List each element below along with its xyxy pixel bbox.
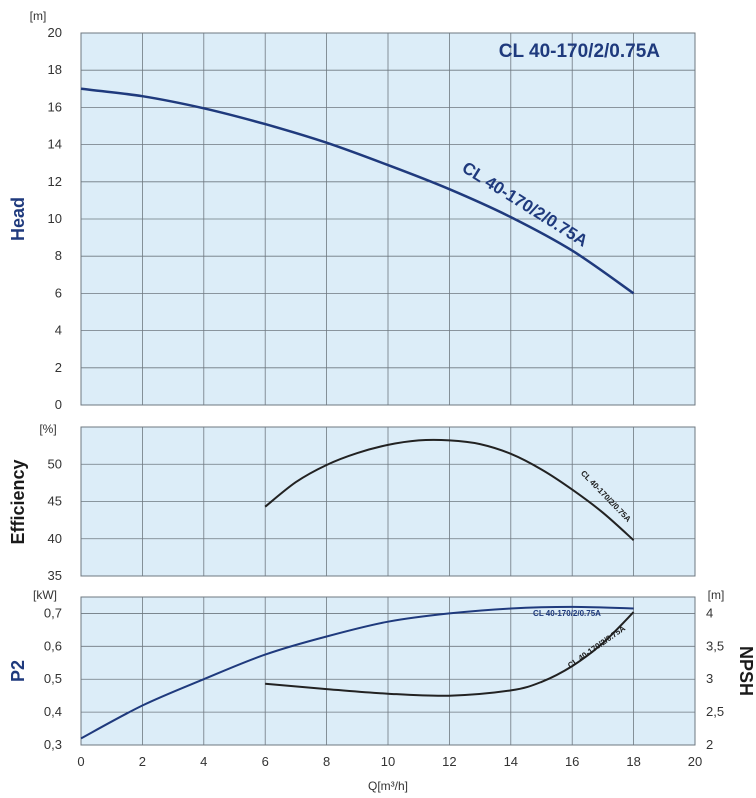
efficiency-y-axis-label: Efficiency bbox=[8, 459, 28, 544]
x-axis-label: Q[m³/h] bbox=[368, 779, 408, 793]
x-tick-label: 8 bbox=[323, 754, 330, 769]
x-tick-labels: 0 2 4 6 8 10 12 14 16 18 20 bbox=[77, 754, 702, 769]
head-panel: 0 2 4 6 8 10 12 14 16 18 20 [m] Head CL 40-170/2/0… bbox=[8, 9, 696, 412]
x-tick-label: 18 bbox=[626, 754, 640, 769]
efficiency-y-unit: [%] bbox=[39, 422, 56, 436]
power-gridlines bbox=[81, 597, 695, 745]
x-tick-label: 10 bbox=[381, 754, 395, 769]
x-tick-label: 4 bbox=[200, 754, 207, 769]
efficiency-curve-line bbox=[264, 438, 635, 541]
head-y-tick-label: 20 bbox=[48, 25, 62, 40]
head-y-tick-label: 2 bbox=[55, 360, 62, 375]
power-y-tick-label: 0,4 bbox=[44, 704, 62, 719]
power-y-tick-label: 0,6 bbox=[44, 638, 62, 653]
x-tick-label: 12 bbox=[442, 754, 456, 769]
x-tick-label: 2 bbox=[139, 754, 146, 769]
x-tick-label: 6 bbox=[262, 754, 269, 769]
head-y-axis-label: Head bbox=[8, 197, 28, 241]
head-y-tick-label: 0 bbox=[55, 397, 62, 412]
head-y-tick-label: 8 bbox=[55, 248, 62, 263]
head-y-tick-label: 10 bbox=[48, 211, 62, 226]
head-y-tick-label: 12 bbox=[48, 174, 62, 189]
power-curve-label: CL 40-170/2/0.75A bbox=[533, 609, 601, 618]
npsh-y-axis-label: NPSH bbox=[736, 646, 756, 696]
power-npsh-panel: 0,3 0,4 0,5 0,6 0,7 2 2,5 3 3,5 4 [kW] [m] P2 NP… bbox=[8, 588, 756, 752]
head-y-tick-label: 14 bbox=[48, 137, 62, 152]
power-curve-line bbox=[80, 605, 634, 740]
efficiency-y-tick-label: 40 bbox=[48, 531, 62, 546]
npsh-y-tick-label: 3 bbox=[706, 671, 713, 686]
npsh-y-tick-label: 2,5 bbox=[706, 704, 724, 719]
head-gridlines bbox=[81, 33, 695, 405]
head-y-tick-label: 4 bbox=[55, 323, 62, 338]
head-y-tick-label: 18 bbox=[48, 62, 62, 77]
x-tick-label: 14 bbox=[504, 754, 518, 769]
efficiency-y-tick-label: 35 bbox=[48, 568, 62, 583]
head-y-tick-labels: 0 2 4 6 8 10 12 14 16 18 20 bbox=[48, 25, 62, 412]
head-y-unit: [m] bbox=[30, 9, 47, 23]
power-y-tick-label: 0,3 bbox=[44, 737, 62, 752]
npsh-y-tick-label: 2 bbox=[706, 737, 713, 752]
head-y-tick-label: 16 bbox=[48, 99, 62, 114]
efficiency-y-tick-label: 50 bbox=[48, 456, 62, 471]
power-y-unit: [kW] bbox=[33, 588, 57, 602]
head-y-tick-label: 6 bbox=[55, 285, 62, 300]
head-curve-line bbox=[80, 87, 635, 295]
x-tick-label: 16 bbox=[565, 754, 579, 769]
npsh-y-tick-labels: 2 2,5 3 3,5 4 bbox=[706, 605, 724, 752]
npsh-y-unit: [m] bbox=[708, 588, 725, 602]
npsh-curve-line bbox=[265, 611, 635, 697]
npsh-y-tick-label: 4 bbox=[706, 605, 713, 620]
npsh-y-tick-label: 3,5 bbox=[706, 638, 724, 653]
x-tick-label: 20 bbox=[688, 754, 702, 769]
power-y-axis-label: P2 bbox=[8, 660, 28, 682]
power-y-tick-labels: 0,3 0,4 0,5 0,6 0,7 bbox=[44, 605, 62, 752]
efficiency-y-tick-labels: 35 40 45 50 bbox=[48, 456, 62, 583]
head-chart-title: CL 40-170/2/0.75A bbox=[499, 41, 661, 62]
power-y-tick-label: 0,5 bbox=[44, 671, 62, 686]
efficiency-y-tick-label: 45 bbox=[48, 494, 62, 509]
efficiency-gridlines bbox=[81, 427, 695, 576]
x-tick-label: 0 bbox=[77, 754, 84, 769]
power-y-tick-label: 0,7 bbox=[44, 605, 62, 620]
